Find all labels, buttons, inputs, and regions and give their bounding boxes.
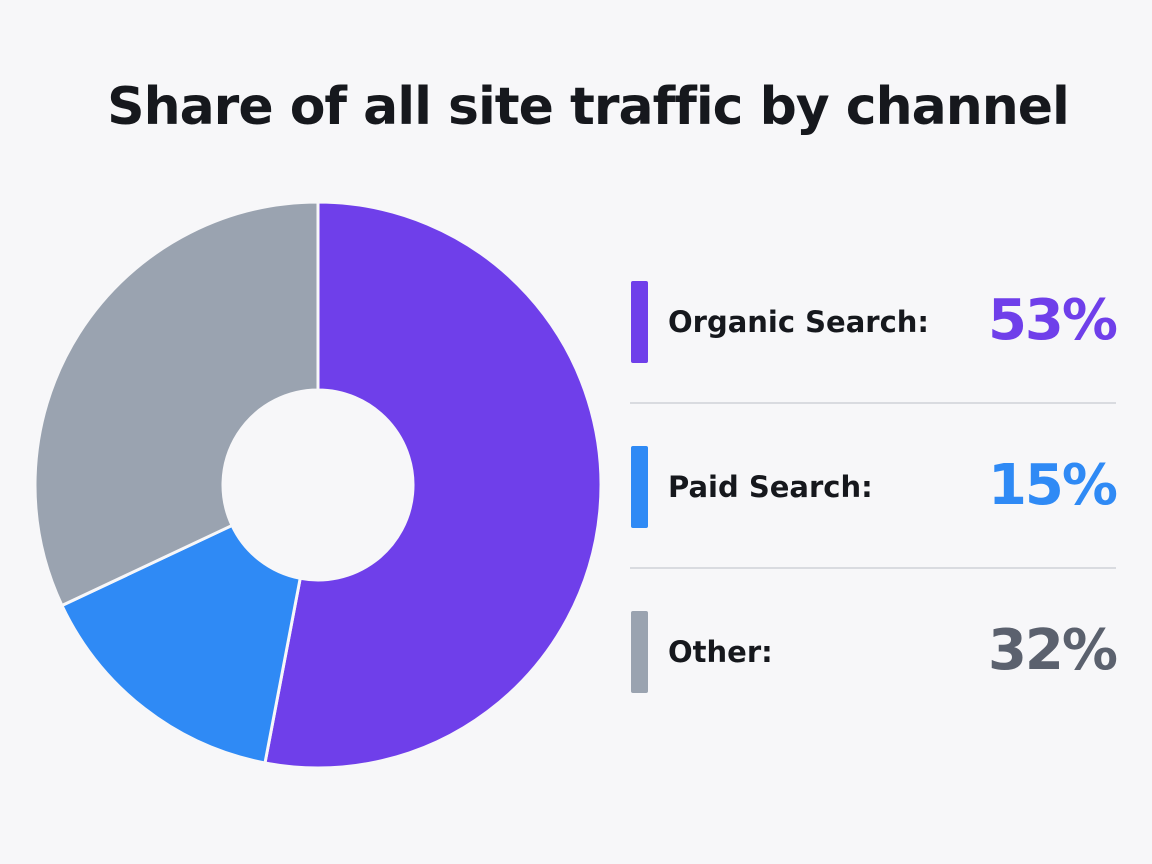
legend-swatch [631, 446, 648, 528]
legend-swatch [631, 281, 648, 363]
pie-slice [263, 200, 603, 770]
pie-slice [33, 200, 320, 608]
pie-slice [59, 523, 302, 765]
legend-label: Other: [668, 635, 773, 669]
legend-swatch [631, 611, 648, 693]
value-label: 32% [988, 618, 1117, 683]
legend-label: Organic Search: [668, 305, 929, 339]
value-label: 15% [988, 453, 1117, 518]
value-label: 53% [988, 288, 1117, 353]
chart-title: Share of all site traffic by channel [107, 77, 1069, 137]
legend-label: Paid Search: [668, 470, 873, 504]
